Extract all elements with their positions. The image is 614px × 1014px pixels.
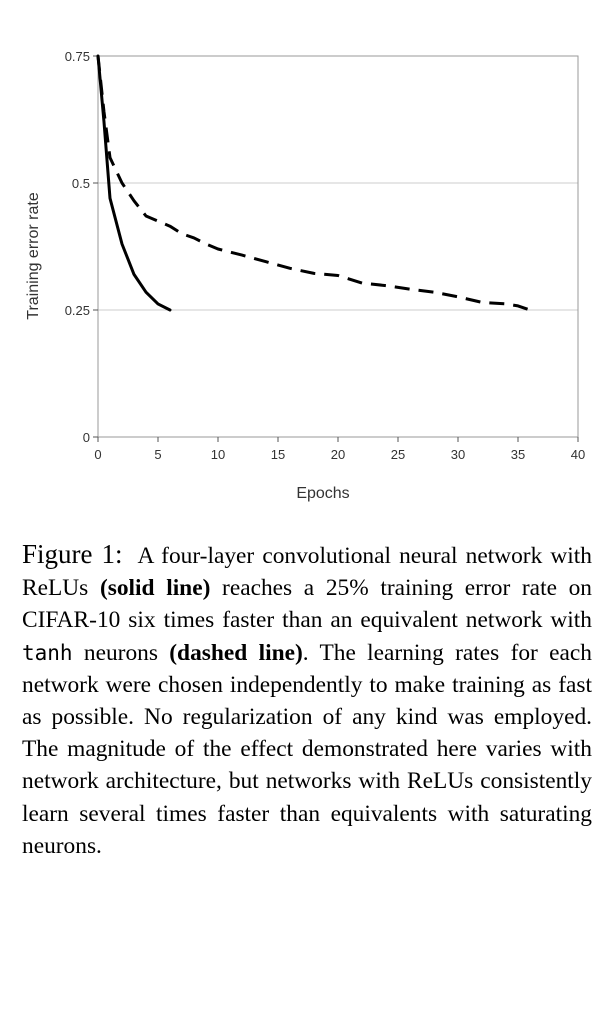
caption-dashed-line: (dashed line) — [169, 639, 303, 666]
caption-solid-line: (solid line) — [99, 575, 211, 602]
y-tick-label-3: 0.75 — [65, 49, 90, 64]
x-tick-label-8: 40 — [571, 447, 585, 462]
x-tick-label-5: 25 — [391, 447, 405, 462]
series-solid-line — [96, 54, 172, 312]
figure-caption: Figure 1: A four-layer convolutional neu… — [22, 538, 592, 862]
axis-ticks: 0 0.25 0.5 0.75 0 5 10 15 20 25 30 35 40 — [65, 49, 586, 462]
y-tick-label-1: 0.25 — [65, 303, 90, 318]
grid-lines — [98, 182, 578, 311]
series-lines — [96, 54, 531, 312]
y-tick-label-0: 0 — [83, 430, 90, 445]
x-tick-label-7: 35 — [511, 447, 525, 462]
x-tick-label-2: 10 — [211, 447, 225, 462]
caption-text-2: reaches a 25% training error rate on CIF… — [22, 575, 592, 634]
x-axis-label: Epochs — [296, 485, 349, 502]
y-axis-label: Training error rate — [25, 192, 42, 320]
caption-figure-label: Figure 1: — [22, 539, 123, 569]
figure-1: 0 0.25 0.5 0.75 0 5 10 15 20 25 30 35 40 Epochs Trai… — [22, 49, 592, 859]
caption-tanh: tanh — [22, 640, 73, 665]
x-tick-label-1: 5 — [154, 447, 161, 462]
caption-text-3: neurons — [72, 639, 170, 666]
plot-frame — [97, 55, 579, 438]
x-tick-label-0: 0 — [94, 447, 101, 462]
x-tick-label-3: 15 — [271, 447, 285, 462]
x-tick-label-4: 20 — [331, 447, 345, 462]
caption-text-1: A four-layer convolutional neural networ… — [22, 543, 592, 602]
series-dashed-line — [96, 55, 531, 312]
training-error-chart: 0 0.25 0.5 0.75 0 5 10 15 20 25 30 35 40 Epochs Trai… — [25, 49, 586, 502]
caption-text-4: . The learning rates for each network we… — [22, 639, 592, 859]
y-tick-label-2: 0.5 — [72, 176, 90, 191]
x-tick-label-6: 30 — [451, 447, 465, 462]
